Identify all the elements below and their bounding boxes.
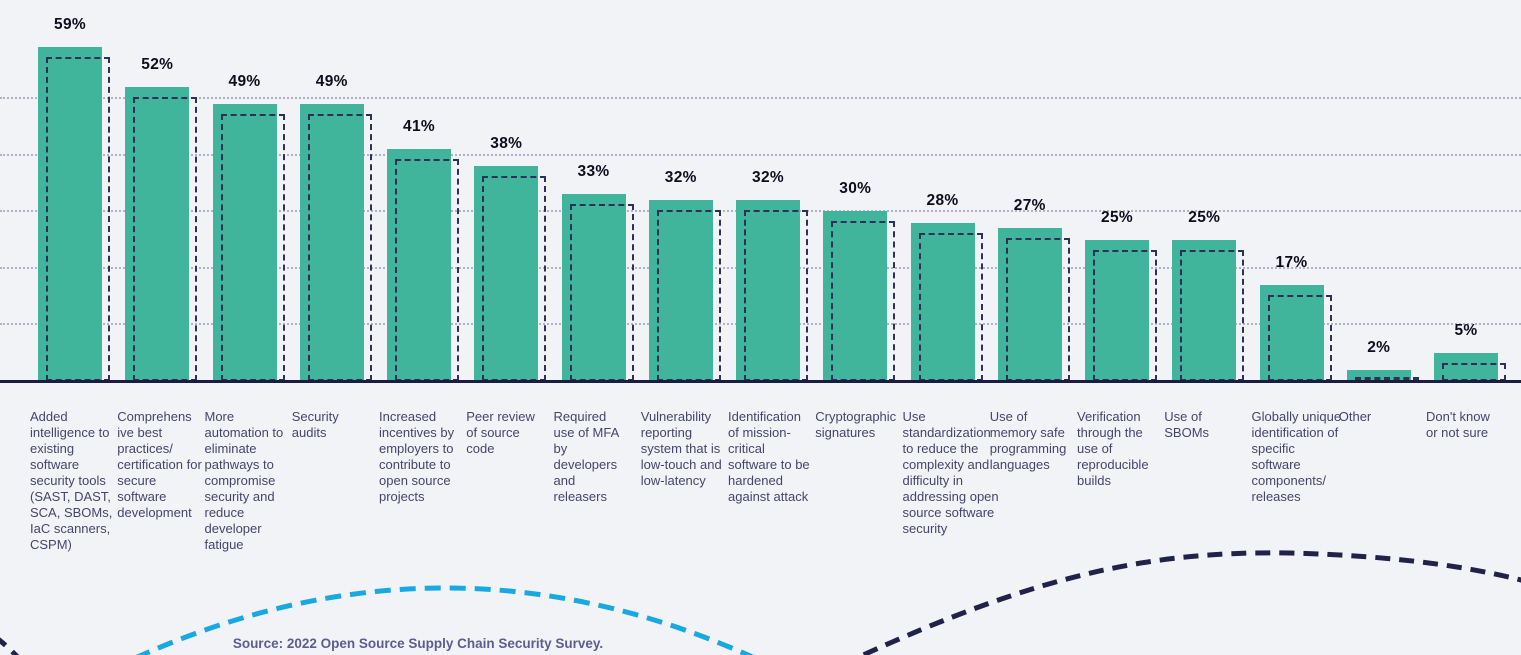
category-label: Comprehens ive best practices/ certifica… [117,409,202,520]
category-label: Security audits [291,409,339,440]
category-label: Vulnerability reporting system that is l… [640,409,722,488]
bar-dashed-outline [569,204,634,381]
category-label: Don't know or not sure [1426,409,1490,440]
category-label: Globally unique identification of specif… [1251,409,1342,504]
bar-dashed-outline [482,176,547,381]
bar-dashed-outline [307,113,372,381]
bar-dashed-outline [1267,294,1332,381]
bar-value-label: 5% [1454,321,1478,339]
category-label: Required use of MFA by developers and re… [553,409,620,504]
x-axis-line [0,380,1521,383]
bar [474,166,539,381]
bar-value-label: 41% [403,118,435,136]
bar-value-label: 59% [54,16,86,34]
gridline-50pct [0,97,1521,100]
bar-dashed-outline [656,210,721,381]
category-label: Use of memory safe programming languages [989,409,1067,472]
bar [1085,239,1149,381]
bar [1346,369,1411,381]
bar [38,47,102,381]
bar [299,103,364,381]
gridline-40pct [0,153,1521,156]
bar [648,200,713,381]
bar-value-label: 2% [1367,338,1391,356]
category-label: Use of SBOMs [1164,409,1210,440]
bar-dashed-outline [1442,362,1506,381]
bar-dashed-outline [1180,249,1245,381]
bar-value-label: 25% [1101,208,1133,226]
bar-dashed-outline [1005,238,1070,381]
bar-dashed-outline [46,57,110,381]
navy-dashed-curve [857,550,1521,655]
bar [997,228,1062,381]
bar-value-label: 28% [926,191,959,209]
bar-value-label: 49% [228,72,261,90]
bar-dashed-outline [220,113,285,381]
category-label: Identification of mission- critical soft… [728,409,810,504]
bar [561,194,626,381]
category-label: Other [1338,409,1372,424]
bar-value-label: 49% [315,72,348,90]
bar-dashed-outline [918,232,983,381]
bar-value-label: 38% [490,135,523,153]
bar-value-label: 52% [141,55,174,73]
bar-value-label: 33% [577,163,610,181]
bar-value-label: 32% [664,169,697,187]
category-label: Use standardization to reduce the comple… [902,409,999,536]
bar [125,86,190,381]
bar [212,103,277,381]
bar-value-label: 25% [1188,208,1221,226]
category-label: Peer review of source code [466,409,535,456]
bar-dashed-outline [831,221,896,381]
bar [1172,239,1237,381]
bar-dashed-outline [395,159,459,381]
bar [910,222,975,381]
bar-dashed-outline [744,210,808,381]
bar-value-label: 27% [1013,197,1046,215]
bar-value-label: 30% [839,180,872,198]
bar-value-label: 32% [752,169,784,187]
bar [1259,284,1324,381]
source-caption: Source: 2022 Open Source Supply Chain Se… [232,636,604,651]
bar [1434,352,1498,381]
bar-dashed-outline [1093,249,1157,381]
bar [823,211,888,381]
category-label: More automation to eliminate pathways to… [204,409,284,552]
category-label: Verification through the use of reproduc… [1077,409,1149,488]
bar-dashed-outline [133,96,198,381]
bar-value-label: 17% [1275,253,1308,271]
category-label: Cryptographic signatures [815,409,897,440]
category-label: Added intelligence to existing software … [30,409,113,552]
bar [736,200,800,381]
category-label: Increased incentives by employers to con… [379,409,455,504]
navy-dashed-curve-tail [0,637,20,655]
bar [387,149,451,381]
